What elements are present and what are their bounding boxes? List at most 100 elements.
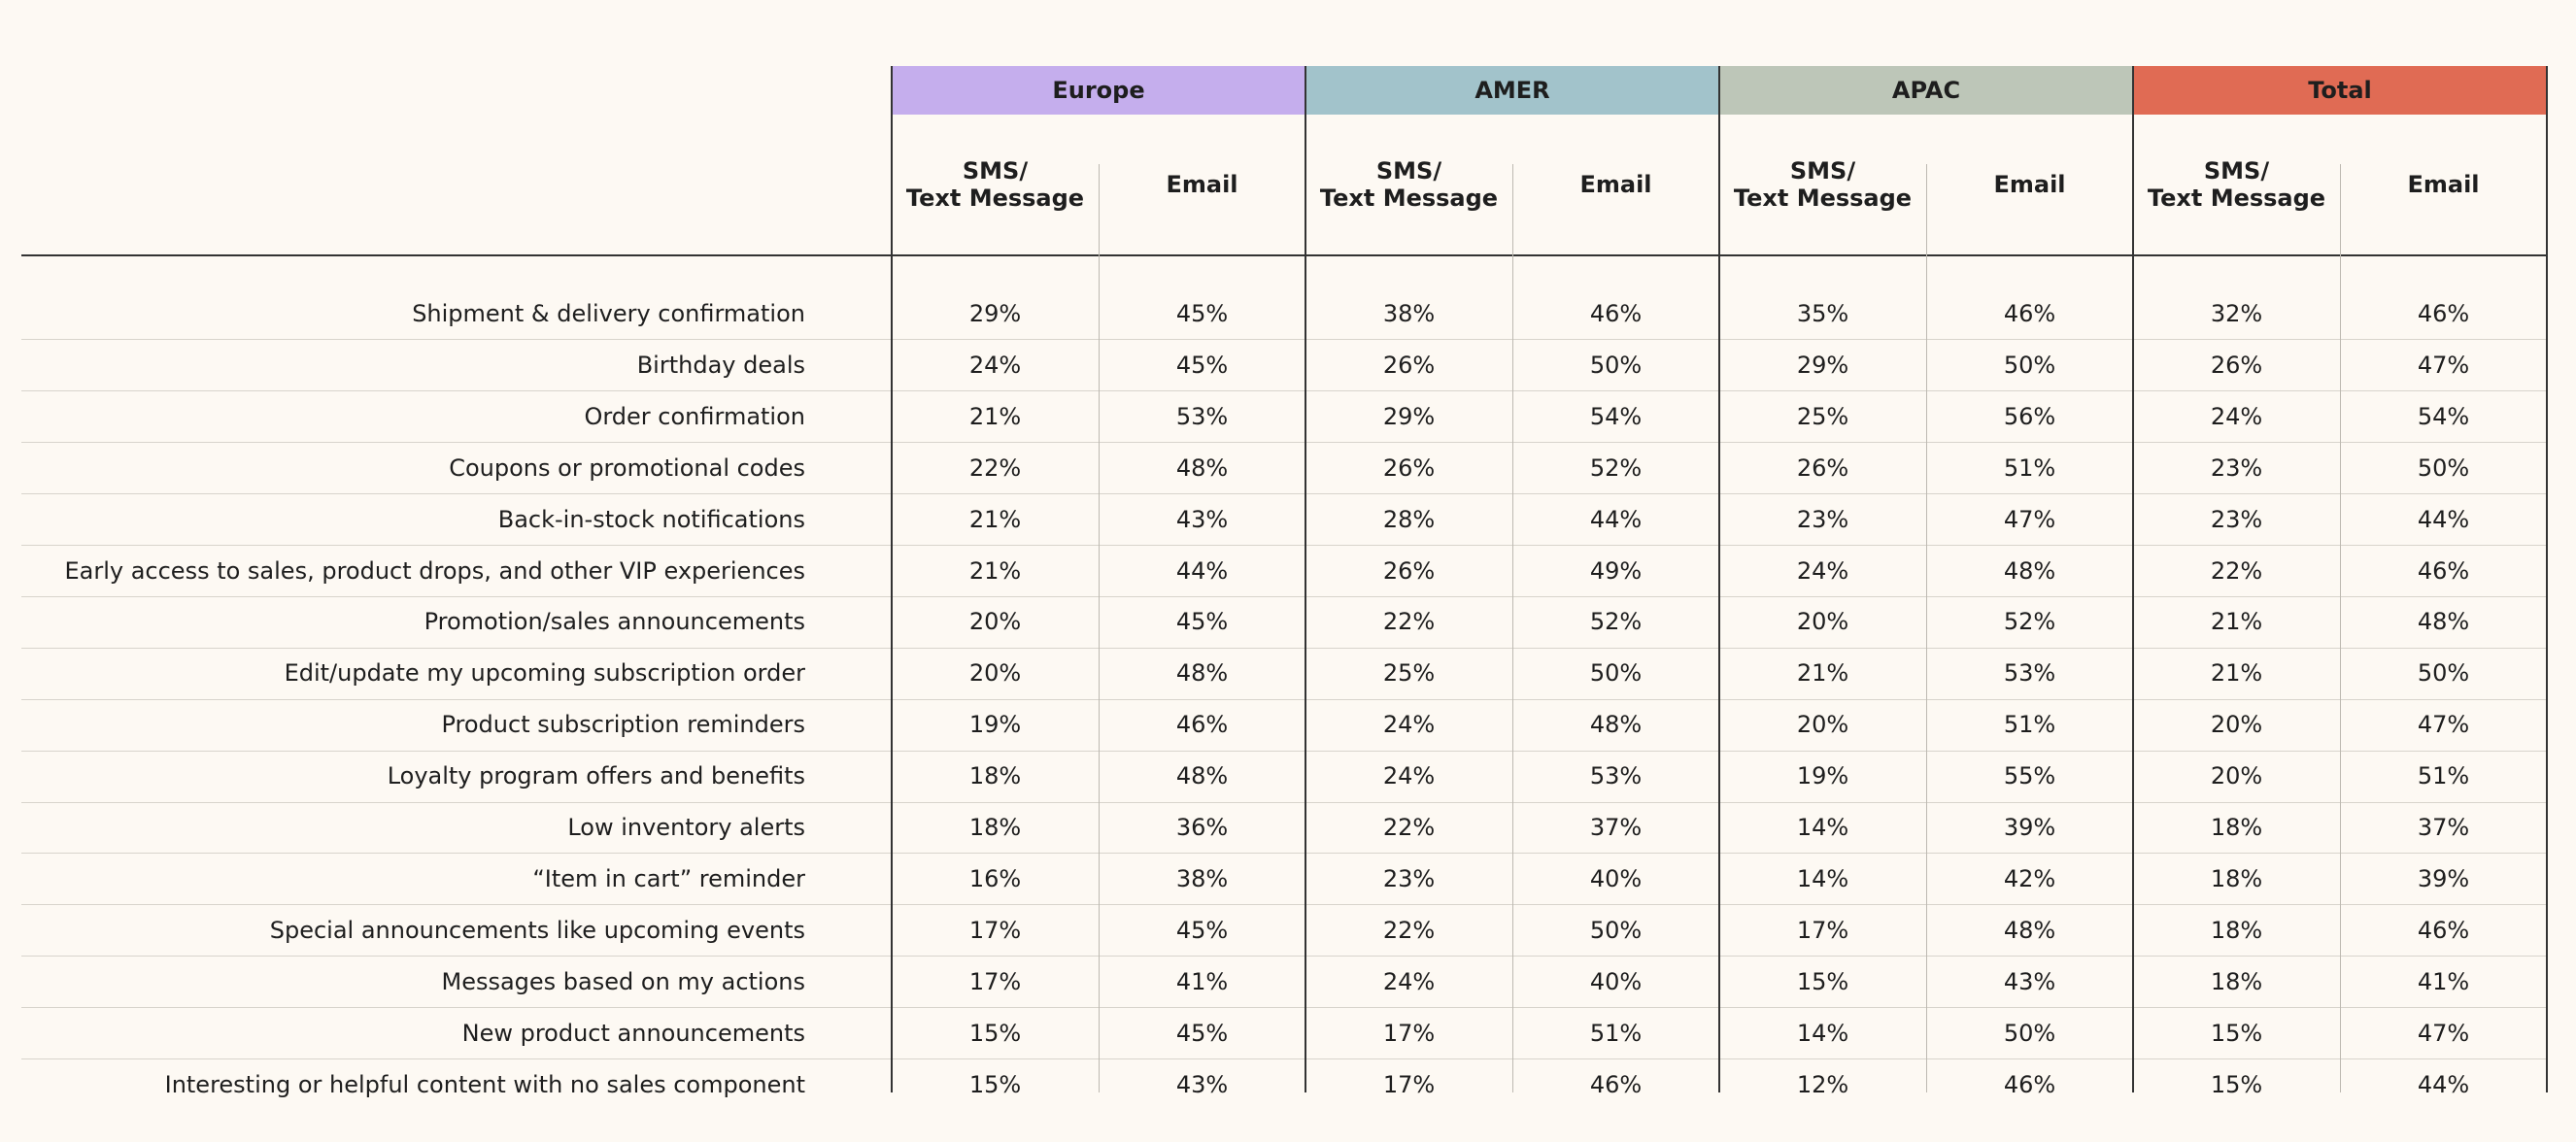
row-divider — [21, 493, 2547, 495]
cell-value: 44% — [1589, 505, 1643, 533]
cell-value: 15% — [2210, 1070, 2263, 1098]
cell-value: 48% — [1175, 659, 1229, 688]
row-divider — [21, 442, 2547, 444]
row-divider — [21, 853, 2547, 855]
cell-value: 26% — [1382, 556, 1436, 585]
column-header: SMS/ Text Message — [905, 157, 1085, 212]
cell-value: 17% — [1382, 1070, 1436, 1098]
row-divider — [21, 801, 2547, 803]
row-divider — [21, 904, 2547, 906]
cell-value: 50% — [1589, 916, 1643, 944]
row-label: Loyalty program offers and benefits — [387, 762, 805, 790]
cell-value: 44% — [1175, 556, 1229, 585]
cell-value: 48% — [2003, 556, 2056, 585]
cell-value: 52% — [1589, 453, 1643, 482]
cell-value: 40% — [1589, 967, 1643, 995]
cell-value: 50% — [2003, 1019, 2056, 1047]
cell-value: 24% — [1796, 556, 1849, 585]
cell-value: 20% — [968, 608, 1022, 636]
cell-value: 53% — [1175, 402, 1229, 430]
cell-value: 54% — [2417, 402, 2470, 430]
cell-value: 51% — [1589, 1019, 1643, 1047]
cell-value: 17% — [1382, 1019, 1436, 1047]
cell-value: 22% — [1382, 608, 1436, 636]
row-label: “Item in cart” reminder — [532, 864, 805, 892]
cell-value: 18% — [2210, 967, 2263, 995]
cell-value: 21% — [2210, 659, 2263, 688]
cell-value: 23% — [1382, 864, 1436, 892]
cell-value: 45% — [1175, 916, 1229, 944]
cell-value: 15% — [2210, 1019, 2263, 1047]
cell-value: 22% — [968, 453, 1022, 482]
column-header: Email — [2407, 171, 2480, 198]
cell-value: 19% — [968, 711, 1022, 739]
header-divider — [21, 254, 2547, 256]
cell-value: 50% — [2003, 351, 2056, 379]
row-divider — [21, 595, 2547, 597]
group-divider — [2132, 66, 2134, 1092]
cell-value: 28% — [1382, 505, 1436, 533]
column-divider — [1512, 164, 1513, 1092]
cell-value: 35% — [1796, 300, 1849, 327]
cell-value: 18% — [968, 814, 1022, 841]
cell-value: 50% — [2417, 659, 2470, 688]
cell-value: 48% — [2003, 916, 2056, 944]
row-label: Interesting or helpful content with no s… — [164, 1070, 805, 1098]
cell-value: 46% — [1589, 1070, 1643, 1098]
row-label: Coupons or promotional codes — [449, 453, 805, 482]
cell-value: 50% — [1589, 659, 1643, 688]
cell-value: 50% — [2417, 453, 2470, 482]
cell-value: 20% — [1796, 711, 1849, 739]
cell-value: 48% — [2417, 608, 2470, 636]
cell-value: 18% — [2210, 864, 2263, 892]
cell-value: 48% — [1589, 711, 1643, 739]
cell-value: 19% — [1796, 762, 1849, 790]
cell-value: 45% — [1175, 351, 1229, 379]
cell-value: 36% — [1175, 814, 1229, 841]
cell-value: 46% — [2417, 916, 2470, 944]
cell-value: 23% — [2210, 453, 2263, 482]
group-header: Europe — [892, 66, 1305, 115]
cell-value: 44% — [2417, 505, 2470, 533]
cell-value: 45% — [1175, 300, 1229, 327]
cell-value: 46% — [2417, 556, 2470, 585]
cell-value: 49% — [1589, 556, 1643, 585]
row-divider — [21, 339, 2547, 341]
column-divider — [2340, 164, 2341, 1092]
group-divider — [1718, 66, 1720, 1092]
cell-value: 52% — [1589, 608, 1643, 636]
cell-value: 24% — [2210, 402, 2263, 430]
cell-value: 22% — [2210, 556, 2263, 585]
cell-value: 51% — [2003, 453, 2056, 482]
cell-value: 15% — [968, 1019, 1022, 1047]
column-header: Email — [1993, 171, 2066, 198]
cell-value: 55% — [2003, 762, 2056, 790]
row-label: Messages based on my actions — [441, 967, 805, 995]
row-label: Low inventory alerts — [567, 814, 805, 841]
group-header: APAC — [1719, 66, 2133, 115]
cell-value: 24% — [1382, 762, 1436, 790]
cell-value: 21% — [968, 505, 1022, 533]
cell-value: 20% — [968, 659, 1022, 688]
cell-value: 17% — [968, 916, 1022, 944]
cell-value: 41% — [1175, 967, 1229, 995]
row-label: New product announcements — [461, 1019, 805, 1047]
cell-value: 37% — [2417, 814, 2470, 841]
cell-value: 26% — [1382, 351, 1436, 379]
cell-value: 15% — [1796, 967, 1849, 995]
cell-value: 18% — [968, 762, 1022, 790]
cell-value: 26% — [1382, 453, 1436, 482]
cell-value: 38% — [1175, 864, 1229, 892]
cell-value: 20% — [1796, 608, 1849, 636]
cell-value: 44% — [2417, 1070, 2470, 1098]
cell-value: 50% — [1589, 351, 1643, 379]
cell-value: 53% — [1589, 762, 1643, 790]
row-label: Edit/update my upcoming subscription ord… — [284, 659, 805, 688]
cell-value: 38% — [1382, 300, 1436, 327]
cell-value: 45% — [1175, 1019, 1229, 1047]
cell-value: 23% — [2210, 505, 2263, 533]
row-divider — [21, 390, 2547, 392]
cell-value: 16% — [968, 864, 1022, 892]
cell-value: 24% — [1382, 711, 1436, 739]
